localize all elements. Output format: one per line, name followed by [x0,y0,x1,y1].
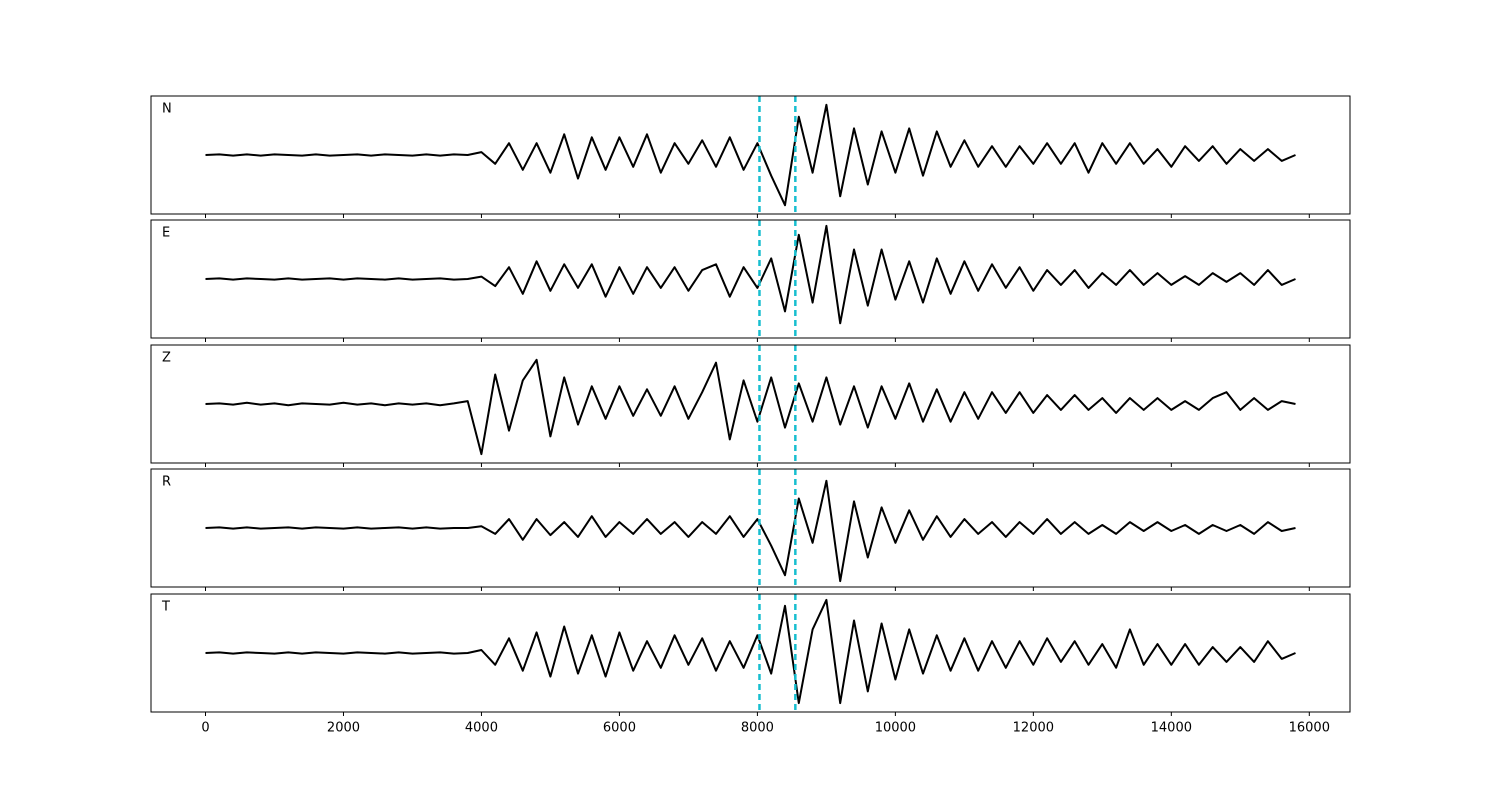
panel-frame [150,468,1351,588]
x-tick-label: 4000 [465,721,498,736]
trace [205,103,1296,207]
channel-label: E [162,226,170,241]
x-tick-label: 12000 [1013,721,1054,736]
panel-frame [150,593,1351,713]
x-tick-label: 8000 [741,721,774,736]
channel-label: N [162,102,172,117]
trace [205,598,1296,705]
panel-frame [150,219,1351,339]
x-tick-label: 14000 [1151,721,1192,736]
channel-label: T [161,600,170,615]
trace [205,479,1296,583]
x-tick-label: 16000 [1289,721,1330,736]
x-tick-label: 10000 [875,721,916,736]
x-tick-label: 6000 [603,721,636,736]
x-tick-label: 0 [201,721,209,736]
trace [205,224,1296,325]
trace [205,358,1296,456]
panel-frame [150,344,1351,464]
channel-label: R [162,475,171,490]
panel-frame [150,95,1351,215]
x-tick-label: 2000 [327,721,360,736]
channel-label: Z [162,351,171,366]
